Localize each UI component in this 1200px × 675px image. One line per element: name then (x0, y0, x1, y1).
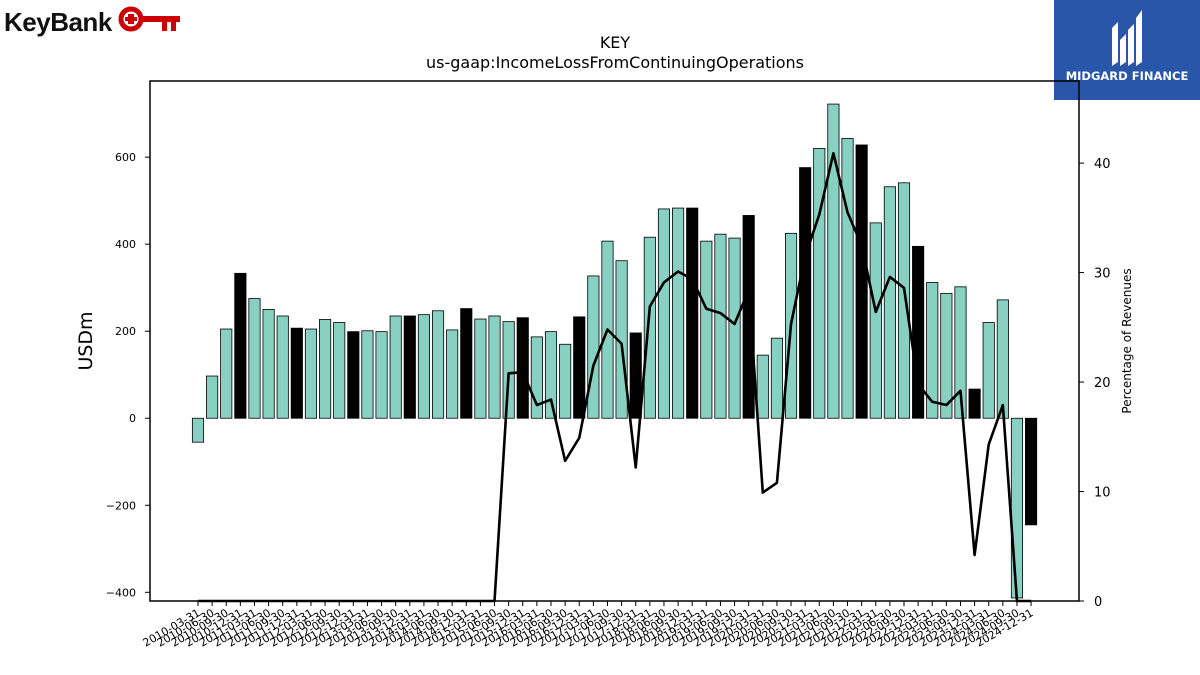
plot-frame (149, 80, 1080, 602)
bar-2022-06-30 (883, 186, 896, 419)
bar-2011-09-30 (276, 315, 289, 419)
bar-2019-03-31 (700, 240, 713, 419)
bar-2012-06-30 (319, 319, 332, 419)
y2-tick-label: 0 (1094, 595, 1102, 610)
bar-2015-12-31 (516, 317, 529, 419)
bar-2021-06-30 (827, 103, 840, 419)
bar-2018-03-31 (643, 236, 656, 419)
bar-2013-06-30 (375, 331, 388, 419)
y-tick-label: −200 (106, 499, 136, 512)
bar-2022-12-31 (912, 245, 925, 419)
bar-2016-12-31 (573, 316, 586, 419)
bar-2018-06-30 (657, 208, 671, 419)
left-axis: −400 −200 0 200 400 600 (106, 151, 150, 599)
bar-2014-06-30 (431, 310, 445, 419)
bar-2022-09-30 (897, 182, 911, 419)
bar-2014-12-31 (460, 308, 473, 419)
bar-2016-03-31 (530, 336, 543, 419)
bar-2014-03-31 (417, 314, 430, 419)
bar-2019-06-30 (714, 233, 727, 419)
y2-tick-label: 20 (1094, 376, 1111, 391)
bar-2010-09-30 (220, 328, 233, 419)
bar-2020-06-30 (770, 337, 783, 419)
bar-2021-03-31 (813, 148, 826, 419)
bar-2023-12-31 (968, 388, 981, 419)
bar-2013-03-31 (361, 330, 374, 419)
bar-2024-09-30 (1010, 417, 1024, 599)
bar-2013-09-30 (389, 315, 402, 419)
bar-2018-09-30 (672, 207, 685, 419)
bar-2010-06-30 (206, 375, 219, 419)
bar-2015-06-30 (488, 315, 501, 419)
bar-2022-03-31 (869, 222, 882, 419)
x-axis: 2010-03-312010-06-302010-09-302010-12-31… (141, 601, 1036, 650)
badge-name: MIDGARD FINANCE (1065, 69, 1189, 83)
bar-2016-09-30 (559, 343, 572, 419)
y2-tick-label: 30 (1094, 267, 1111, 282)
bar-2024-03-31 (982, 322, 995, 419)
bar-2020-12-31 (799, 167, 812, 419)
y2-axis-label: Percentage of Revenues (1120, 268, 1134, 413)
bar-2012-03-31 (304, 328, 318, 419)
bar-2021-09-30 (841, 138, 854, 419)
y-tick-label: 600 (115, 151, 136, 164)
bar-2019-09-30 (728, 237, 741, 419)
key-icon (118, 6, 180, 32)
midgard-badge: MIDGARD FINANCE (1054, 0, 1200, 100)
bar-2021-12-31 (855, 144, 868, 419)
y-axis-label: USDm (75, 311, 97, 370)
bar-2014-09-30 (446, 329, 459, 419)
y-tick-label: 0 (129, 412, 136, 425)
bar-2011-06-30 (262, 309, 275, 419)
bar-2010-03-31 (191, 417, 205, 443)
y2-tick-label: 10 (1094, 486, 1111, 501)
bar-2019-12-31 (742, 215, 755, 419)
brand-logo: KeyBank (4, 2, 182, 42)
y-tick-label: 200 (115, 325, 136, 338)
bar-2015-09-30 (502, 321, 515, 419)
bar-2023-09-30 (954, 286, 967, 419)
bar-2012-12-31 (347, 331, 360, 419)
bar-2023-03-31 (926, 282, 939, 419)
midgard-logo-icon (1112, 10, 1142, 66)
bar-2024-12-31 (1025, 417, 1038, 526)
y-tick-label: −400 (106, 586, 136, 599)
right-axis: 0 10 20 30 40 (1079, 157, 1111, 610)
bar-2024-06-30 (996, 299, 1009, 419)
bar-2012-09-30 (333, 322, 346, 419)
bar-2013-12-31 (403, 315, 416, 419)
bar-2016-06-30 (544, 331, 558, 419)
bar-2017-12-31 (629, 332, 642, 419)
y-tick-label: 400 (115, 238, 136, 251)
bar-2010-12-31 (234, 272, 247, 419)
bar-2020-03-31 (756, 354, 769, 419)
bar-2018-12-31 (686, 207, 699, 419)
y2-tick-label: 40 (1094, 157, 1111, 172)
bar-2015-03-31 (474, 318, 487, 419)
bar-2017-03-31 (587, 275, 600, 419)
brand-name: KeyBank (4, 6, 112, 37)
bar-2011-03-31 (248, 298, 261, 419)
bar-2023-06-30 (940, 292, 953, 419)
bar-2011-12-31 (290, 327, 303, 419)
chart-subtitle: us-gaap:IncomeLossFromContinuingOperatio… (426, 53, 804, 72)
chart-title: KEY (600, 33, 631, 52)
bar-series (191, 103, 1038, 599)
